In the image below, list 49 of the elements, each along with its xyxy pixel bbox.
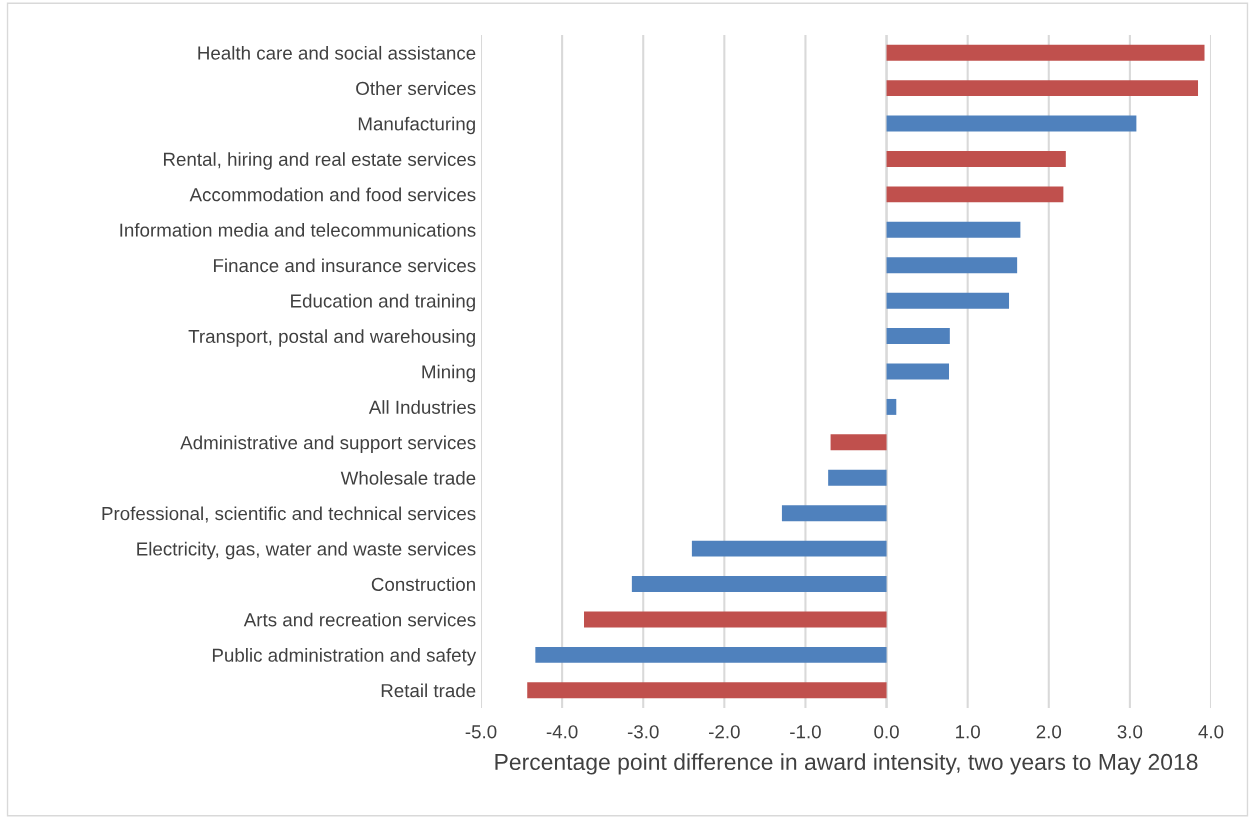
y-tick-label: Public administration and safety xyxy=(212,648,477,666)
bar xyxy=(527,682,887,699)
x-tick-label: -1.0 xyxy=(790,725,821,739)
bar xyxy=(886,44,1205,61)
y-tick-label: Professional, scientific and technical services xyxy=(102,506,476,523)
bar xyxy=(886,257,1018,274)
y-tick-label: Accommodation and food services xyxy=(189,187,476,202)
x-axis-title: Percentage point difference in award intensity, two years to May 2018 xyxy=(495,753,1198,775)
y-tick-label: Administrative and support services xyxy=(180,435,476,454)
x-tick-label: 4.0 xyxy=(1198,725,1224,739)
y-tick-label: Wholesale trade xyxy=(340,470,476,485)
x-tick-label: 3.0 xyxy=(1117,725,1143,739)
y-tick-label: Retail trade xyxy=(381,683,476,698)
y-tick-label: Manufacturing xyxy=(358,116,475,135)
y-tick-label: All Industries xyxy=(368,400,476,414)
x-tick-label: 0.0 xyxy=(874,725,899,739)
bar xyxy=(631,576,887,592)
bar xyxy=(886,115,1137,132)
y-tick-label: Information media and telecommunications xyxy=(120,223,476,237)
bar xyxy=(886,328,950,345)
x-tick-label: -5.0 xyxy=(465,725,497,739)
bar xyxy=(886,186,1064,203)
bar xyxy=(886,292,1010,309)
bar xyxy=(886,398,897,415)
x-tick-label: 1.0 xyxy=(956,725,980,739)
y-tick-label: Arts and recreation services xyxy=(243,612,476,627)
bar xyxy=(886,221,1021,238)
bar xyxy=(535,646,887,663)
x-tick-label: -3.0 xyxy=(627,725,659,739)
bar xyxy=(886,80,1199,97)
y-tick-label: Rental, hiring and real estate services xyxy=(163,152,476,170)
y-tick-label: Construction xyxy=(371,577,475,591)
bar xyxy=(584,611,887,628)
y-tick-label: Other services xyxy=(356,81,476,96)
y-tick-label: Finance and insurance services xyxy=(214,258,476,273)
y-tick-label: Transport, postal and warehousing xyxy=(188,329,475,347)
bar xyxy=(830,434,887,451)
bar xyxy=(691,540,887,557)
y-tick-label: Health care and social assistance xyxy=(198,45,476,60)
bar xyxy=(828,469,887,486)
y-tick-label: Education and training xyxy=(291,293,475,312)
x-tick-label: 2.0 xyxy=(1036,725,1062,739)
x-tick-label: -2.0 xyxy=(709,725,740,739)
x-tick-label: -4.0 xyxy=(546,725,578,739)
y-tick-label: Mining xyxy=(422,364,475,383)
bar xyxy=(886,151,1066,167)
bar xyxy=(886,363,950,380)
y-tick-label: Electricity, gas, water and waste services xyxy=(137,541,476,560)
bar xyxy=(781,505,887,522)
